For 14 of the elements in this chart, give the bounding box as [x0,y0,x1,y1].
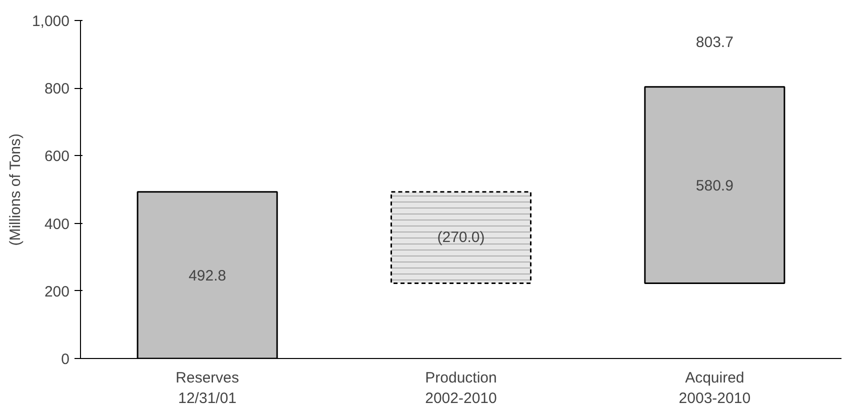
y-tick-label: 200 [44,283,70,300]
data-label: 492.8 [188,268,226,285]
y-tick-label: 1,000 [32,13,70,30]
y-tick-label: 800 [44,80,70,98]
x-tick-label: Production 2002-2010 [425,370,497,407]
annotation: 803.7 [696,34,734,51]
y-tick-label: 400 [44,216,70,233]
y-axis-title: (Millions of Tons) [6,134,24,246]
data-label: 580.9 [696,178,734,195]
x-tick-label: Acquired 2003-2010 [678,370,751,407]
y-tick-label: 0 [61,351,70,368]
x-tick-label: Reserves 12/31/01 [176,370,240,407]
y-tick-label: 600 [44,148,70,166]
data-label: (270.0) [437,229,485,246]
